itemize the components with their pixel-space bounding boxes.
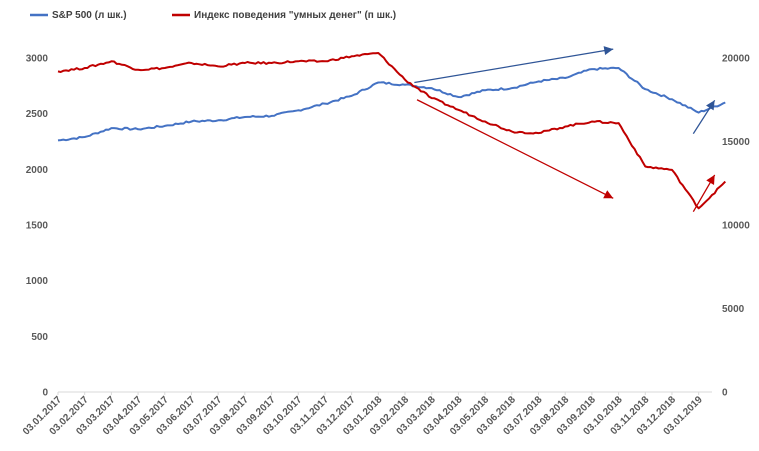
y-left-tick-label: 1500 (26, 221, 49, 232)
legend-label-smart-money: Индекс поведения "умных денег" (п шк.) (194, 10, 396, 21)
trend-arrow (692, 99, 716, 135)
y-right-tick-label: 20000 (722, 54, 750, 65)
trend-arrow (414, 46, 614, 84)
left-axis: 0 500 1000 1500 2000 2500 3000 (26, 54, 49, 399)
y-left-tick-label: 0 (42, 388, 48, 399)
right-axis: 0 5000 10000 15000 20000 (722, 54, 750, 399)
y-right-tick-label: 5000 (722, 304, 745, 315)
trend-arrow (416, 99, 614, 199)
series-layer (57, 52, 727, 210)
y-left-tick-label: 2000 (26, 165, 49, 176)
y-left-tick-label: 1000 (26, 276, 49, 287)
series-line-0 (57, 66, 726, 142)
y-left-tick-label: 500 (31, 332, 48, 343)
y-left-tick-label: 2500 (26, 109, 49, 120)
legend-label-sp500: S&P 500 (л шк.) (52, 10, 127, 21)
trend-arrow (692, 174, 716, 212)
y-left-tick-label: 3000 (26, 54, 49, 65)
x-axis: 03.01.201703.02.201703.03.201703.04.2017… (21, 392, 705, 438)
legend: S&P 500 (л шк.) Индекс поведения "умных … (30, 10, 396, 21)
arrow-layer (414, 46, 716, 212)
y-right-tick-label: 0 (722, 388, 728, 399)
y-right-tick-label: 15000 (722, 137, 750, 148)
y-right-tick-label: 10000 (722, 221, 750, 232)
series-line-1 (57, 52, 727, 210)
